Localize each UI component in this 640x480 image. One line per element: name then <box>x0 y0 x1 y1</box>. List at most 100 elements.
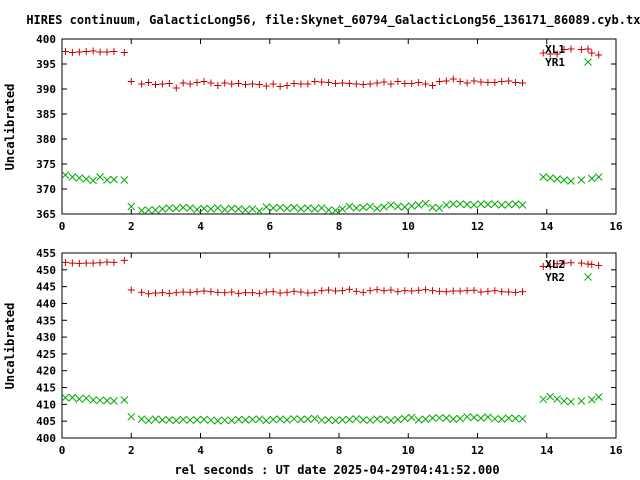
point-yr1 <box>213 204 222 212</box>
point-yr1 <box>373 204 381 213</box>
y-tick-label: 445 <box>36 281 56 294</box>
point-xl2 <box>345 285 353 293</box>
point-xl1 <box>318 78 326 86</box>
point-yr2 <box>110 397 118 405</box>
point-xl1 <box>373 79 381 87</box>
point-xl2 <box>560 259 568 267</box>
point-xl1 <box>456 78 464 85</box>
point-xl2 <box>269 288 277 296</box>
point-xl2 <box>165 289 173 297</box>
point-yr2 <box>380 415 388 424</box>
point-yr2 <box>387 416 395 425</box>
point-xl2 <box>325 286 333 294</box>
point-yr1 <box>511 200 520 208</box>
y-tick-label: 420 <box>36 365 56 378</box>
point-xl2 <box>380 287 388 295</box>
point-xl1 <box>539 49 547 57</box>
point-xl1 <box>463 79 471 87</box>
point-yr1 <box>352 204 361 212</box>
point-xl1 <box>283 82 291 89</box>
point-xl2 <box>553 260 561 268</box>
point-yr1 <box>158 205 167 213</box>
point-xl2 <box>242 289 250 297</box>
point-yr2 <box>200 415 208 424</box>
point-yr1 <box>310 205 319 213</box>
point-xl2 <box>332 287 340 295</box>
x-tick-label: 0 <box>59 444 66 457</box>
point-xl2 <box>463 287 471 295</box>
point-yr1 <box>172 204 181 213</box>
point-xl2 <box>127 286 135 294</box>
point-xl2 <box>179 288 187 296</box>
point-xl2 <box>415 286 423 294</box>
point-xl2 <box>96 259 104 267</box>
point-yr1 <box>477 200 485 208</box>
point-xl2 <box>283 288 291 296</box>
point-yr2 <box>290 414 298 423</box>
point-yr2 <box>352 414 361 423</box>
point-xl1 <box>290 80 298 87</box>
point-xl2 <box>221 289 229 297</box>
point-xl2 <box>235 289 243 297</box>
point-yr1 <box>186 204 194 212</box>
point-xl2 <box>442 288 450 296</box>
point-yr1 <box>103 176 111 184</box>
point-yr2 <box>234 415 243 424</box>
point-yr2 <box>463 412 471 421</box>
point-yr1 <box>82 175 91 183</box>
y-tick-label: 405 <box>36 415 56 428</box>
point-yr1 <box>484 200 492 209</box>
legend-marker-yr2 <box>584 273 592 281</box>
point-yr1 <box>297 205 305 213</box>
point-xl1 <box>89 47 97 55</box>
point-xl2 <box>595 261 603 269</box>
point-xl2 <box>352 287 360 295</box>
point-xl1 <box>491 79 499 86</box>
point-yr1 <box>407 202 416 210</box>
x-tick-label: 14 <box>540 444 554 457</box>
point-yr2 <box>61 393 70 402</box>
point-yr1 <box>497 201 506 209</box>
point-yr1 <box>303 204 312 212</box>
point-xl1 <box>255 81 263 88</box>
x-tick-label: 8 <box>336 220 343 233</box>
point-yr1 <box>200 204 208 213</box>
y-tick-label: 455 <box>36 247 56 260</box>
point-xl1 <box>68 49 76 56</box>
bottom-points <box>61 256 603 425</box>
top-plot-frame <box>61 38 617 215</box>
point-xl2 <box>449 287 457 295</box>
point-yr1 <box>428 203 437 212</box>
point-yr1 <box>456 200 465 208</box>
point-xl1 <box>394 78 402 85</box>
point-xl1 <box>158 80 166 88</box>
point-yr2 <box>255 415 264 424</box>
point-xl2 <box>290 287 298 295</box>
point-yr1 <box>290 203 298 212</box>
point-yr2 <box>68 393 77 402</box>
point-xl2 <box>110 258 118 266</box>
point-xl2 <box>145 290 153 298</box>
y-tick-label: 365 <box>36 208 56 221</box>
point-yr1 <box>234 205 243 213</box>
point-yr1 <box>594 173 603 181</box>
point-xl1 <box>311 78 319 85</box>
bottom-y-axis-label: Uncalibrated <box>3 303 17 390</box>
point-xl2 <box>512 288 520 296</box>
point-xl2 <box>505 288 513 296</box>
point-yr2 <box>456 414 465 423</box>
point-xl1 <box>172 84 180 92</box>
point-xl2 <box>491 287 499 295</box>
point-yr1 <box>317 204 326 212</box>
point-yr2 <box>567 397 575 406</box>
point-yr2 <box>310 414 319 423</box>
point-yr2 <box>297 415 305 424</box>
point-yr2 <box>594 393 603 401</box>
point-yr2 <box>338 415 347 424</box>
point-yr2 <box>96 396 104 405</box>
point-xl1 <box>207 79 215 87</box>
point-yr2 <box>400 414 409 423</box>
point-xl1 <box>352 80 360 88</box>
point-yr1 <box>151 206 160 214</box>
point-xl1 <box>366 80 374 88</box>
